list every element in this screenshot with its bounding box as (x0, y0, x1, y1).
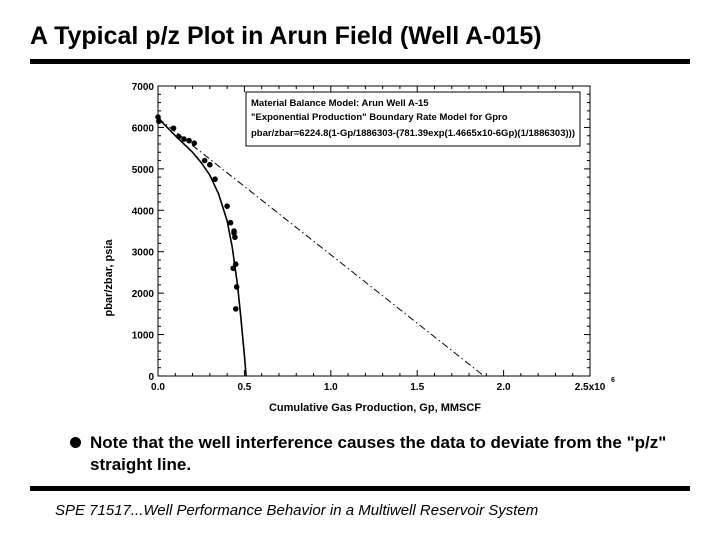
top-divider (30, 59, 690, 64)
x-tick-label: 0.5 (237, 382, 251, 393)
data-point (175, 133, 182, 140)
data-point (170, 125, 177, 132)
data-point (186, 137, 192, 144)
data-point (232, 234, 238, 241)
data-point (156, 118, 162, 125)
data-point (212, 176, 218, 183)
pz-straight-line (157, 117, 485, 377)
data-point (201, 157, 208, 164)
chart-lines (157, 117, 485, 377)
data-point (231, 228, 237, 234)
model-curve (157, 117, 247, 377)
y-tick-label: 5000 (132, 165, 155, 176)
chart-points (155, 114, 240, 312)
pz-chart: 0.0 0.5 1.0 1.5 2.0 2.5x10 6 0 1000 2000 3000 4000 5… (103, 82, 615, 414)
y-tick-label: 0 (148, 372, 154, 383)
x-tick-label: 2.0 (497, 382, 511, 393)
annotation-line-2: "Exponential Production" Boundary Rate M… (251, 112, 508, 123)
x-tick-label: 2.5x10 (575, 382, 606, 393)
x-tick-label: 1.0 (324, 382, 338, 393)
data-point (227, 219, 234, 226)
data-point (181, 136, 187, 142)
bullet-dot-icon (70, 437, 81, 448)
y-tick-label: 4000 (132, 206, 155, 217)
footer-citation: SPE 71517...Well Performance Behavior in… (55, 502, 539, 519)
y-tick-label: 6000 (132, 123, 155, 134)
slide-title: A Typical p/z Plot in Arun Field (Well A… (30, 22, 542, 50)
y-tick-label: 1000 (132, 331, 155, 342)
y-tick-label: 2000 (132, 289, 155, 300)
data-point (207, 161, 213, 168)
x-tick-label: 0.0 (151, 382, 165, 393)
chart-annotation-box: Material Balance Model: Arun Well A-15 "… (245, 91, 581, 147)
data-point (233, 284, 240, 290)
data-point (191, 140, 198, 146)
y-tick-label: 3000 (132, 248, 155, 259)
x-tick-label: 1.5 (410, 382, 424, 393)
data-point (230, 265, 236, 272)
y-axis-label: pbar/zbar, psia (103, 239, 115, 317)
data-point (232, 261, 239, 267)
x-axis-label: Cumulative Gas Production, Gp, MMSCF (269, 402, 481, 414)
annotation-line-3: pbar/zbar=6224.8(1-Gp/1886303-(781.39exp… (251, 128, 575, 139)
bottom-divider (30, 486, 690, 491)
annotation-line-1: Material Balance Model: Arun Well A-15 (251, 98, 429, 109)
data-point (232, 306, 239, 312)
x-tick-exponent: 6 (611, 377, 615, 384)
y-tick-label: 7000 (132, 82, 155, 93)
note-text: Note that the well interference causes t… (90, 433, 667, 474)
data-point (224, 203, 230, 209)
